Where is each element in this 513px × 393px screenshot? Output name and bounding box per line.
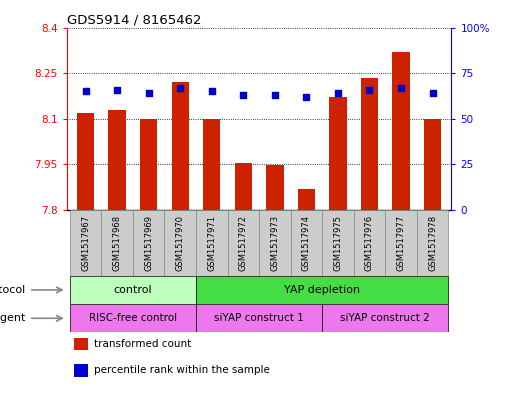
Text: YAP depletion: YAP depletion bbox=[284, 285, 360, 295]
Bar bbox=[329, 97, 347, 210]
Bar bbox=[322, 210, 353, 276]
Text: GSM1517969: GSM1517969 bbox=[144, 215, 153, 271]
Text: GSM1517974: GSM1517974 bbox=[302, 215, 311, 271]
Point bbox=[334, 90, 342, 96]
Text: agent: agent bbox=[0, 313, 26, 323]
Point bbox=[397, 84, 405, 91]
Text: GSM1517970: GSM1517970 bbox=[176, 215, 185, 271]
Text: GSM1517976: GSM1517976 bbox=[365, 215, 374, 271]
Text: siYAP construct 2: siYAP construct 2 bbox=[340, 313, 430, 323]
Bar bbox=[70, 210, 102, 276]
Bar bbox=[70, 304, 196, 332]
Bar bbox=[74, 338, 88, 351]
Bar bbox=[234, 163, 252, 210]
Text: GDS5914 / 8165462: GDS5914 / 8165462 bbox=[67, 13, 201, 26]
Bar bbox=[102, 210, 133, 276]
Bar bbox=[196, 210, 228, 276]
Point bbox=[113, 86, 121, 93]
Bar bbox=[298, 189, 315, 210]
Bar bbox=[259, 210, 290, 276]
Text: GSM1517968: GSM1517968 bbox=[113, 215, 122, 271]
Bar bbox=[196, 304, 322, 332]
Bar bbox=[140, 119, 157, 210]
Bar bbox=[74, 364, 88, 377]
Bar bbox=[196, 276, 448, 304]
Point bbox=[239, 92, 247, 98]
Bar bbox=[165, 210, 196, 276]
Text: GSM1517973: GSM1517973 bbox=[270, 215, 280, 271]
Text: protocol: protocol bbox=[0, 285, 26, 295]
Bar bbox=[108, 110, 126, 210]
Text: siYAP construct 1: siYAP construct 1 bbox=[214, 313, 304, 323]
Bar bbox=[417, 210, 448, 276]
Text: percentile rank within the sample: percentile rank within the sample bbox=[93, 365, 269, 375]
Text: GSM1517975: GSM1517975 bbox=[333, 215, 342, 271]
Point bbox=[365, 86, 373, 93]
Text: control: control bbox=[113, 285, 152, 295]
Bar bbox=[70, 276, 196, 304]
Point bbox=[145, 90, 153, 96]
Bar bbox=[228, 210, 259, 276]
Bar bbox=[77, 113, 94, 210]
Bar bbox=[203, 119, 221, 210]
Bar bbox=[361, 78, 378, 210]
Text: GSM1517967: GSM1517967 bbox=[81, 215, 90, 271]
Point bbox=[271, 92, 279, 98]
Text: GSM1517971: GSM1517971 bbox=[207, 215, 216, 271]
Bar bbox=[266, 165, 284, 210]
Bar bbox=[322, 304, 448, 332]
Bar bbox=[290, 210, 322, 276]
Point bbox=[82, 88, 90, 94]
Point bbox=[176, 84, 184, 91]
Text: GSM1517978: GSM1517978 bbox=[428, 215, 437, 271]
Text: GSM1517972: GSM1517972 bbox=[239, 215, 248, 271]
Bar bbox=[353, 210, 385, 276]
Text: GSM1517977: GSM1517977 bbox=[397, 215, 405, 271]
Bar bbox=[133, 210, 165, 276]
Text: RISC-free control: RISC-free control bbox=[89, 313, 177, 323]
Bar bbox=[171, 82, 189, 210]
Bar bbox=[392, 52, 410, 210]
Point bbox=[208, 88, 216, 94]
Point bbox=[302, 94, 310, 100]
Bar bbox=[385, 210, 417, 276]
Text: transformed count: transformed count bbox=[93, 339, 191, 349]
Point bbox=[428, 90, 437, 96]
Bar bbox=[424, 119, 441, 210]
